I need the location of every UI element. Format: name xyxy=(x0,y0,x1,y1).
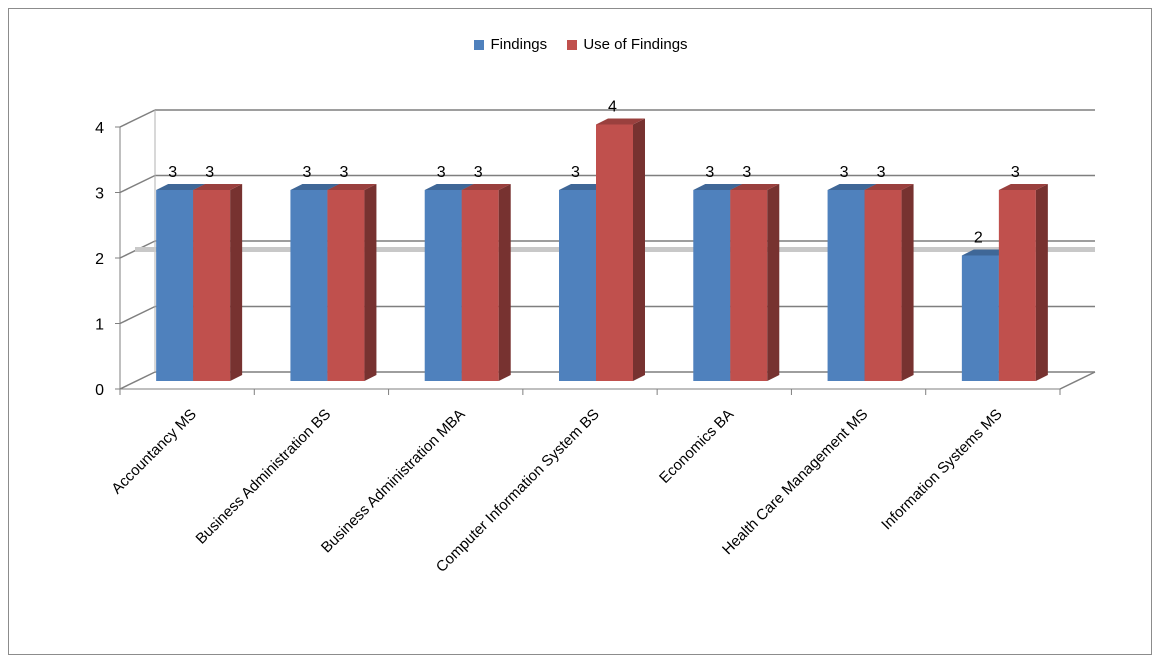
bar-top xyxy=(461,184,511,190)
bar-front xyxy=(193,190,231,381)
bar-front xyxy=(327,190,365,381)
bar-front xyxy=(461,190,499,381)
bar-top xyxy=(693,184,743,190)
bar-front xyxy=(693,190,731,381)
data-label: 3 xyxy=(1011,164,1020,181)
bar-front xyxy=(730,190,768,381)
gridline-diagonal xyxy=(119,305,156,325)
bar xyxy=(461,184,511,381)
bar xyxy=(730,184,780,381)
bar-front xyxy=(424,190,462,381)
bar-top xyxy=(559,184,608,190)
legend-swatch-findings xyxy=(474,39,485,50)
x-tick-label: Accountancy MS xyxy=(108,406,200,498)
data-label: 3 xyxy=(339,164,348,181)
x-tick-label: Economics BA xyxy=(656,406,737,487)
bar-top xyxy=(961,249,1011,256)
data-labels: 3 3 3 3 3 3 3 4 3 3 3 3 2 3 xyxy=(168,99,1020,247)
y-tick-label: 4 xyxy=(95,120,104,137)
bar-front xyxy=(290,190,328,381)
bar-top xyxy=(290,184,340,190)
legend-label-findings: Findings xyxy=(490,36,548,53)
bar-side xyxy=(1035,184,1048,381)
bars xyxy=(156,118,1048,381)
data-label: 3 xyxy=(742,164,751,181)
bar-side xyxy=(901,184,914,381)
bar-top xyxy=(424,184,474,190)
bar-side xyxy=(633,118,645,381)
legend-item-use-of-findings: Use of Findings xyxy=(567,36,688,53)
legend-item-findings: Findings xyxy=(474,36,547,53)
y-tick-label: 1 xyxy=(95,317,104,334)
data-label: 3 xyxy=(474,164,483,181)
y-tick-label: 3 xyxy=(95,186,104,203)
x-tick-label: Computer Information System BS xyxy=(433,406,603,576)
data-label: 3 xyxy=(205,164,214,181)
bar-front xyxy=(998,190,1036,381)
data-label: 3 xyxy=(705,164,714,181)
bar-front xyxy=(559,190,596,381)
gridline-diagonal xyxy=(119,371,156,390)
bar xyxy=(998,184,1048,381)
floor-right-edge xyxy=(1059,371,1096,390)
gridline-diagonal xyxy=(119,174,156,194)
data-label: 4 xyxy=(608,99,617,116)
legend-swatch-use-of-findings xyxy=(567,39,578,50)
data-label: 3 xyxy=(571,164,580,181)
bar-front xyxy=(961,255,999,381)
x-tick-label: Business Administration BS xyxy=(193,406,335,548)
data-label: 3 xyxy=(437,164,446,181)
bar-front xyxy=(596,124,633,381)
bar-top xyxy=(864,184,914,190)
bar-front xyxy=(827,190,865,381)
bar-side xyxy=(498,184,511,381)
bar-top xyxy=(998,184,1048,190)
bar xyxy=(327,184,377,381)
gridline-diagonal xyxy=(119,109,156,128)
bar-top xyxy=(596,118,645,125)
bar-top xyxy=(156,184,206,190)
x-tick-label: Business Administration MBA xyxy=(318,406,469,557)
legend-label-use-of-findings: Use of Findings xyxy=(583,36,688,53)
bar xyxy=(596,118,645,381)
bar-side xyxy=(767,184,780,381)
data-label: 3 xyxy=(840,164,849,181)
bar-top xyxy=(193,184,243,190)
bar xyxy=(864,184,914,381)
bar-top xyxy=(827,184,877,190)
x-tick-label: Health Care Management MS xyxy=(719,406,871,558)
bar-side xyxy=(364,184,377,381)
bar-top xyxy=(327,184,377,190)
legend: Findings Use of Findings xyxy=(0,36,1162,54)
bar xyxy=(193,184,243,381)
bar-top xyxy=(730,184,780,190)
bar-side xyxy=(230,184,243,381)
y-tick-label: 0 xyxy=(95,382,104,399)
bar-front xyxy=(156,190,194,381)
data-label: 3 xyxy=(302,164,311,181)
data-label: 3 xyxy=(877,164,886,181)
y-axis: 0 1 2 3 4 xyxy=(95,120,121,399)
bar-front xyxy=(864,190,902,381)
data-label: 2 xyxy=(974,230,983,247)
x-tick-label: Information Systems MS xyxy=(878,406,1006,534)
data-label: 3 xyxy=(168,164,177,181)
y-tick-label: 2 xyxy=(95,251,104,268)
